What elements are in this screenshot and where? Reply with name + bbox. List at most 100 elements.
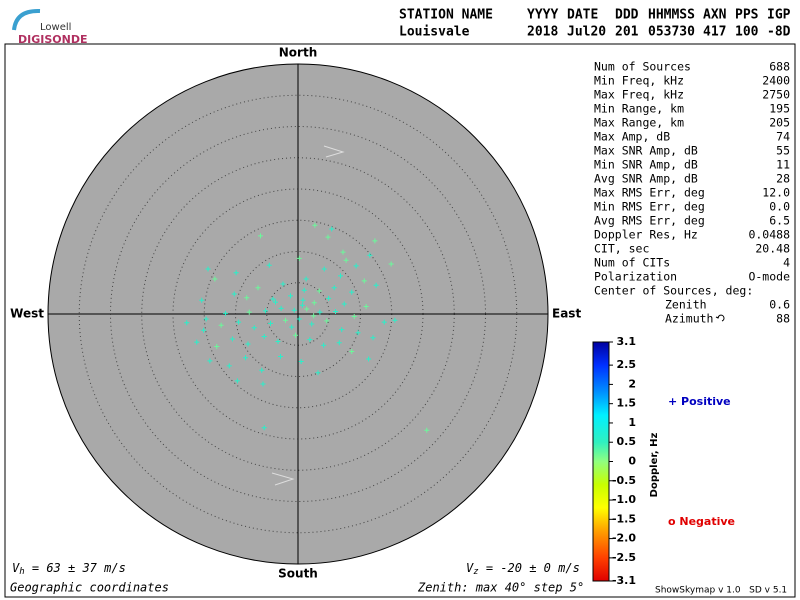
stat-label: Min Range, km [594,102,684,116]
logo-swoosh [12,8,41,31]
source-positive [266,262,272,268]
source-positive [268,320,273,326]
header-label: HHMMSS [648,8,695,23]
coords: Geographic coordinates [10,581,169,595]
source-positive [340,249,346,255]
header-value: Jul20 [567,25,606,40]
source-positive [392,317,398,323]
header-label: DATE [567,8,598,23]
header-label: AXN [703,8,727,23]
source-positive [203,316,209,322]
stat-value: 205 [769,116,790,130]
stat-value: 4 [783,256,790,270]
source-positive [343,257,349,263]
legend-negative: o Negative [668,515,735,528]
logo-top: Lowell [40,22,71,33]
colorbar-tick-label: 2 [628,377,636,390]
stat-value: 2750 [762,88,790,102]
source-positive [261,425,267,431]
stat-label: Min SNR Amp, dB [594,158,698,172]
vz-text: = -20 ± 0 m/s [479,561,580,575]
source-positive [243,355,248,361]
source-positive [298,359,304,364]
colorbar-tick-label: 2.5 [617,358,637,371]
source-positive [205,266,211,272]
source-positive [214,344,220,349]
source-positive [273,299,278,305]
zenith-info: Zenith: max 40° step 5° [417,581,584,595]
source-positive [326,295,332,301]
source-positive [278,305,284,311]
source-positive [317,309,323,315]
source-positive [355,330,361,336]
source-positive [351,314,357,319]
vz: Vz = -20 ± 0 m/s [466,561,580,577]
source-positive [296,316,302,322]
source-positive [212,276,218,282]
source-positive [283,317,288,323]
source-positive [229,336,235,342]
source-positive [315,370,321,376]
source-positive [226,363,232,369]
stat-label: Doppler Res, Hz [594,228,698,242]
source-positive [363,304,369,309]
source-positive [299,302,305,308]
source-positive [300,297,306,303]
source-positive [312,222,318,228]
source-positive [325,234,331,240]
vh: Vh = 63 ± 37 m/s [12,561,126,577]
source-positive [244,295,250,301]
source-positive [321,266,327,272]
source-positive [341,301,347,307]
source-positive [275,339,281,344]
stat-label: Max Freq, kHz [594,88,684,102]
source-positive [258,233,263,239]
colorbar-tick-label: 3.1 [617,335,637,348]
frame [4,43,796,598]
header-value: 2018 [527,25,558,40]
source-positive [301,287,307,293]
header-value: Louisvale [399,25,470,40]
east-label: East [552,307,581,321]
source-positive [331,285,337,291]
source-positive [270,296,276,302]
vh-text: = 63 ± 37 m/s [25,561,126,575]
stat-label: Avg RMS Err, deg [594,214,705,228]
source-positive [291,307,297,313]
source-positive [304,306,310,312]
header-label: STATION NAME [399,8,493,23]
source-positive [349,349,355,354]
source-positive [381,319,387,325]
stat-label: Num of CITs [594,256,670,270]
source-positive [296,255,302,261]
source-positive [288,293,293,299]
source-positive [231,291,237,297]
source-positive [259,367,265,373]
stat-value: 74 [776,130,790,144]
header-label: DDD [615,8,639,23]
source-positive [278,354,283,359]
center-title: Center of Sources, deg: [594,284,753,298]
header-value: 053730 [648,25,695,40]
colorbar-tick-label: -3.1 [612,574,636,587]
source-positive [329,226,335,232]
vz-symbol: V [466,561,474,575]
stat-label: Avg SNR Amp, dB [594,172,698,186]
source-positive [194,339,200,345]
center-label: Zenith [665,298,707,312]
source-positive [223,310,228,316]
source-positive [311,300,317,306]
colorbar-tick-label: 1.5 [617,397,637,410]
colorbar-tick-label: -1.5 [612,512,636,525]
source-positive [366,356,372,362]
colorbar-tick-label: 0.5 [617,435,637,448]
source-positive [370,335,376,341]
center-value: 0.6 [769,298,790,312]
stat-value: 195 [769,102,790,116]
colorbar [592,341,610,582]
source-positive [201,327,207,333]
source-positive [307,337,313,343]
stat-value: 2400 [762,74,790,88]
stat-value: O-mode [748,270,790,284]
